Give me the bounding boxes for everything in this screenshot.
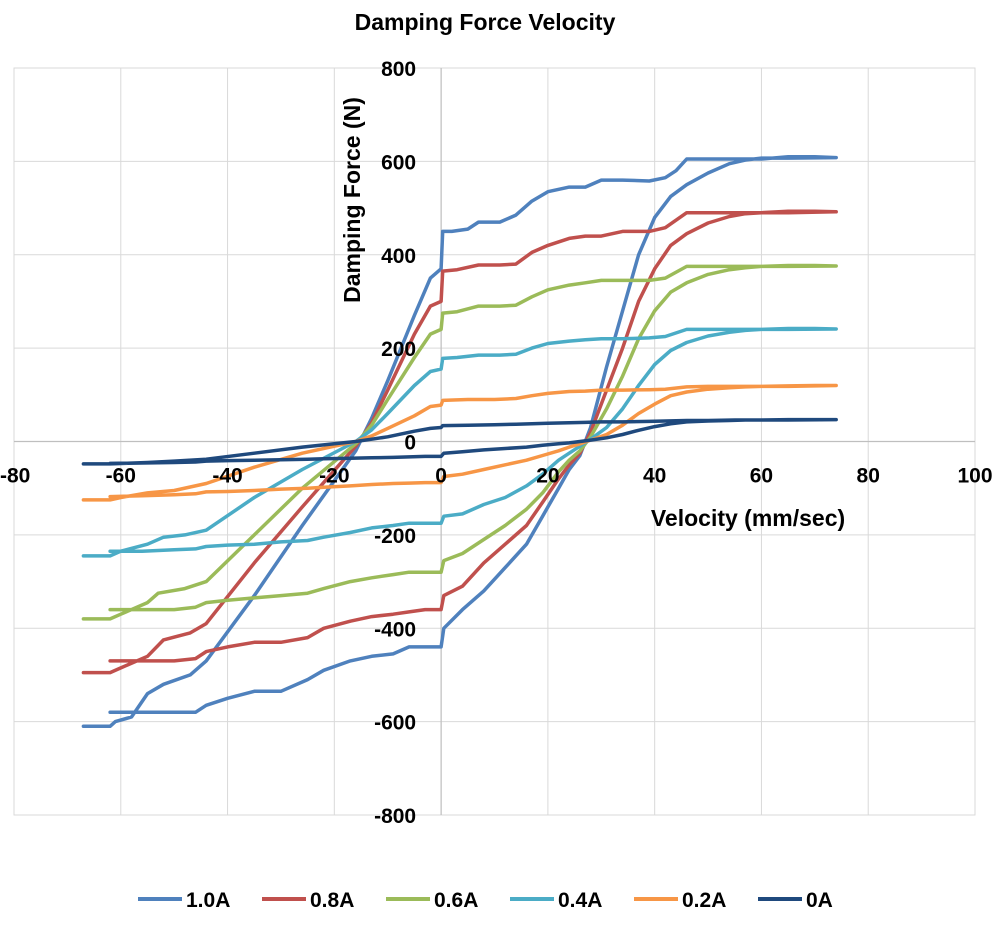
series-line-0-2a — [81, 383, 838, 502]
y-tick-label: 0 — [404, 432, 416, 455]
tick-layer: -80 -60 -40 -20 0 20 40 60 80 100-800-600-400-200… — [0, 58, 993, 828]
legend-item: 0.2A — [634, 889, 726, 912]
legend: 1.0A 0.8A 0.6A 0.4A 0.2A 0A — [138, 889, 833, 912]
y-tick-label: -400 — [374, 618, 416, 641]
y-tick-label: 800 — [381, 58, 416, 81]
legend-label: 0.4A — [558, 889, 602, 912]
legend-item: 0.4A — [510, 889, 602, 912]
legend-item: 0.6A — [386, 889, 478, 912]
y-axis-label: Damping Force (N) — [339, 97, 365, 303]
x-tick-label: -60 — [106, 465, 136, 488]
legend-label: 0A — [806, 889, 833, 912]
chart-title: Damping Force Velocity — [355, 9, 616, 35]
x-tick-label: 0 — [435, 465, 447, 488]
x-tick-label: 40 — [643, 465, 666, 488]
axis-layer — [14, 68, 975, 815]
x-tick-label: 100 — [957, 465, 992, 488]
x-tick-label: 60 — [750, 465, 773, 488]
x-axis-label: Velocity (mm/sec) — [651, 505, 845, 531]
legend-label: 1.0A — [186, 889, 230, 912]
series-line-0-8a — [81, 209, 838, 675]
x-tick-label: -80 — [0, 465, 30, 488]
legend-item: 1.0A — [138, 889, 230, 912]
legend-item: 0A — [758, 889, 833, 912]
x-tick-label: -20 — [319, 465, 349, 488]
legend-label: 0.6A — [434, 889, 478, 912]
y-tick-label: -200 — [374, 525, 416, 548]
series-layer — [81, 154, 838, 729]
series-line-0-4a — [81, 326, 838, 558]
x-tick-label: 80 — [857, 465, 880, 488]
series-line-0a — [81, 417, 838, 466]
legend-item: 0.8A — [262, 889, 354, 912]
series-line-0-6a — [81, 263, 838, 621]
y-tick-label: 200 — [381, 338, 416, 361]
y-tick-label: 400 — [381, 245, 416, 268]
legend-label: 0.2A — [682, 889, 726, 912]
y-tick-label: -800 — [374, 805, 416, 828]
legend-label: 0.8A — [310, 889, 354, 912]
y-tick-label: -600 — [374, 712, 416, 735]
series-line-1-0a — [81, 154, 838, 729]
x-tick-label: 20 — [536, 465, 559, 488]
x-tick-label: -40 — [212, 465, 242, 488]
y-tick-label: 600 — [381, 151, 416, 174]
